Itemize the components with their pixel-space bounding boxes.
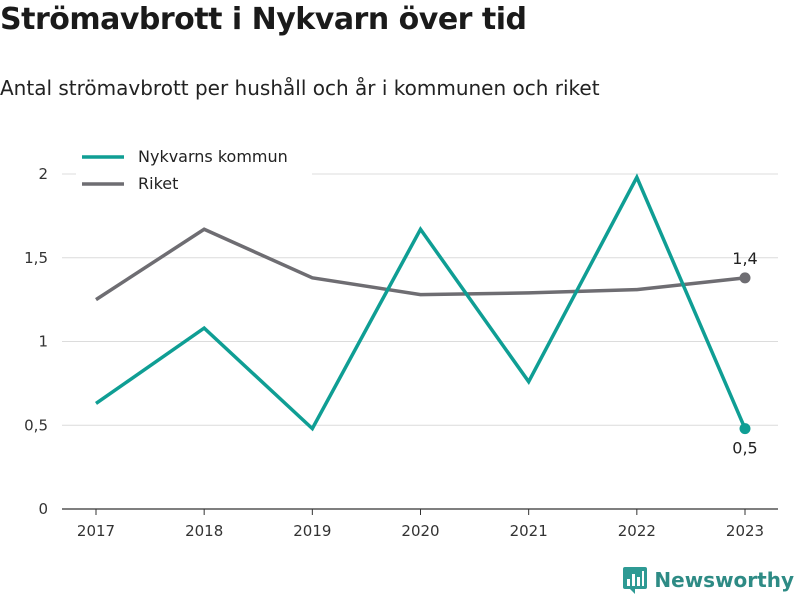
x-tick-label: 2018 [185, 522, 223, 540]
legend-label: Nykvarns kommun [138, 147, 288, 166]
y-axis-ticks: 0 0,5 1 1,5 2 [24, 165, 48, 518]
page-subtitle: Antal strömavbrott per hushåll och år i … [0, 76, 600, 100]
brand-name: Newsworthy [654, 568, 794, 592]
y-tick-label: 2 [38, 165, 48, 183]
end-label-riket: 1,4 [732, 249, 757, 268]
y-tick-label: 1 [38, 333, 48, 351]
y-tick-label: 0 [38, 500, 48, 518]
y-tick-label: 0,5 [24, 416, 48, 434]
legend-label: Riket [138, 174, 178, 193]
series-line-nykvarn [94, 173, 747, 432]
x-axis: 2017 2018 2019 2020 2021 2022 2023 [62, 508, 778, 540]
end-points: 0,5 1,4 [732, 249, 757, 458]
bar-chart-logo-icon [623, 567, 648, 594]
series-lines [94, 173, 747, 432]
legend-background [76, 144, 312, 200]
x-tick-label: 2023 [726, 522, 764, 540]
end-point-nykvarn [739, 423, 751, 435]
x-tick-label: 2020 [401, 522, 439, 540]
end-label-nykvarn: 0,5 [732, 439, 757, 458]
legend: Nykvarns kommun Riket [76, 144, 312, 200]
end-point-riket [739, 272, 751, 284]
series-line-riket [95, 227, 746, 302]
x-tick-label: 2017 [77, 522, 115, 540]
page-title: Strömavbrott i Nykvarn över tid [0, 2, 527, 37]
y-tick-label: 1,5 [24, 249, 48, 267]
brand-logo[interactable]: Newsworthy [622, 566, 794, 594]
grid-lines [62, 173, 778, 426]
x-tick-label: 2021 [510, 522, 548, 540]
x-tick-label: 2022 [618, 522, 656, 540]
x-tick-label: 2019 [293, 522, 331, 540]
